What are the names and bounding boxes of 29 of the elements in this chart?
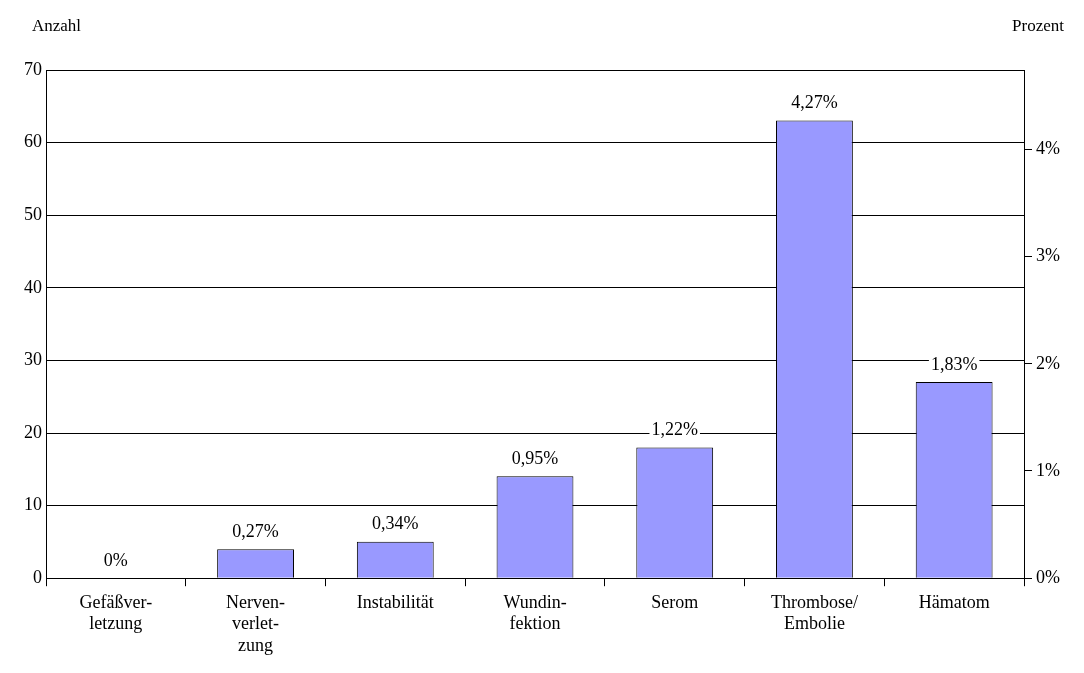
data-label: 0% xyxy=(103,549,128,570)
data-label: 0,27% xyxy=(232,520,279,541)
data-label: 1,22% xyxy=(651,419,698,440)
y-tick-label: 50 xyxy=(24,203,42,224)
x-tick-label: Hämatom xyxy=(918,591,990,612)
x-tick-label: Thrombose/ Embolie xyxy=(770,591,858,634)
x-tick-label: Nerven- verlet- zung xyxy=(226,591,286,655)
y2-tick-label: 3% xyxy=(1036,245,1061,266)
y-tick-label: 30 xyxy=(24,349,42,370)
y-tick-label: 10 xyxy=(24,494,42,515)
y2-tick-label: 4% xyxy=(1036,138,1061,159)
x-tick-label: Gefäßver- letzung xyxy=(79,591,153,634)
y2-tick-label: 0% xyxy=(1036,566,1061,587)
y2-tick-label: 2% xyxy=(1036,352,1061,373)
data-label: 4,27% xyxy=(791,92,838,113)
y2-axis-title: Prozent xyxy=(1012,16,1064,36)
y-axis-title: Anzahl xyxy=(32,16,82,36)
y-tick-label: 60 xyxy=(24,131,42,152)
y-tick-label: 40 xyxy=(24,276,42,297)
data-label: 0,95% xyxy=(511,448,559,469)
y-tick-label: 70 xyxy=(24,58,42,79)
y-tick-label: 20 xyxy=(24,421,42,442)
data-label: 0,34% xyxy=(372,513,419,534)
x-tick-label: Instabilität xyxy=(356,591,434,612)
x-tick-label: Serom xyxy=(651,591,699,612)
y2-tick-label: 1% xyxy=(1036,459,1061,480)
x-tick-label: Wundin- fektion xyxy=(503,591,567,634)
y-tick-label: 0 xyxy=(33,566,42,587)
data-label: 1,83% xyxy=(930,353,978,374)
